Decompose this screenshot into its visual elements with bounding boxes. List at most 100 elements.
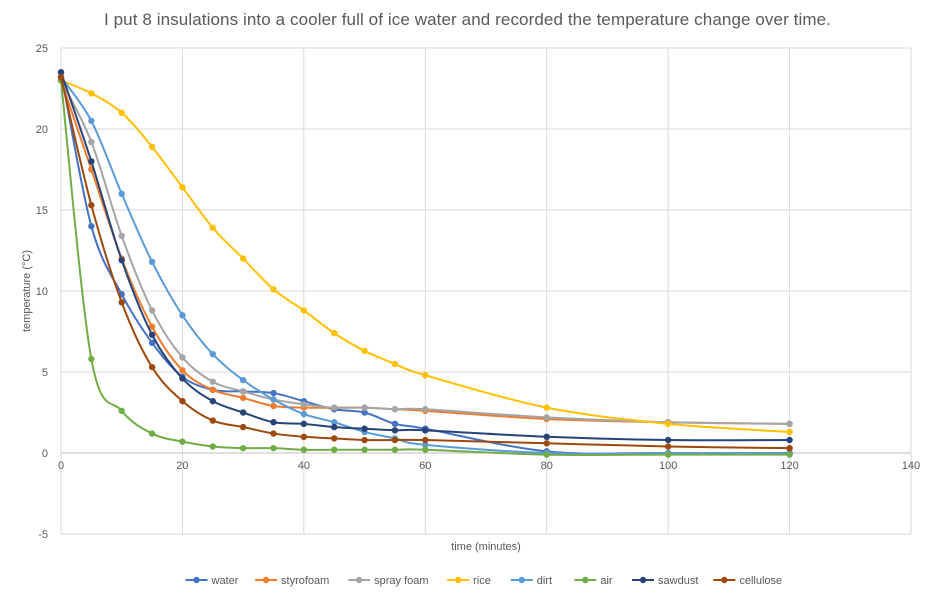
data-point-spray-foam [543, 414, 550, 421]
legend-marker [193, 576, 200, 584]
data-point-cellulose [118, 299, 125, 306]
data-point-air [786, 451, 793, 458]
data-point-air [331, 446, 338, 453]
data-point-sawdust [88, 158, 95, 165]
data-point-rice [543, 404, 550, 411]
data-point-air [543, 451, 550, 458]
legend-label: styrofoam [281, 575, 329, 587]
y-tick-label: 25 [36, 43, 48, 55]
data-point-air [88, 355, 95, 363]
data-point-cellulose [270, 430, 277, 437]
data-point-rice [331, 329, 338, 337]
x-tick-label: 140 [902, 460, 920, 472]
data-point-cellulose [391, 436, 399, 444]
data-point-sawdust [209, 397, 216, 405]
data-point-spray-foam [148, 307, 156, 314]
data-point-sawdust [148, 331, 156, 338]
data-point-sawdust [422, 427, 429, 434]
data-point-styrofoam [270, 402, 277, 410]
data-point-rice [361, 347, 368, 355]
data-point-cellulose [422, 436, 429, 444]
y-tick-label: -5 [38, 529, 48, 541]
data-point-spray-foam [179, 354, 186, 361]
data-point-dirt [179, 312, 186, 319]
data-point-water [361, 409, 368, 416]
data-point-dirt [209, 350, 216, 358]
x-tick-label: 20 [176, 460, 188, 472]
x-tick-label: 80 [541, 460, 553, 472]
data-point-rice [786, 428, 793, 436]
data-point-spray-foam [118, 232, 125, 240]
y-tick-label: 15 [36, 205, 48, 217]
data-point-rice [422, 372, 429, 379]
data-point-air [148, 430, 156, 437]
legend-label: spray foam [374, 575, 428, 587]
data-point-styrofoam [148, 323, 156, 330]
data-point-dirt [300, 410, 308, 418]
data-point-cellulose [664, 443, 672, 450]
data-point-air [391, 446, 399, 453]
data-point-spray-foam [239, 388, 247, 395]
legend-label: cellulose [739, 575, 782, 587]
data-point-dirt [88, 117, 95, 125]
data-point-styrofoam [179, 367, 186, 374]
data-point-sawdust [331, 423, 338, 431]
data-point-cellulose [543, 440, 550, 447]
legend-label: sawdust [658, 575, 698, 587]
data-point-rice [179, 184, 186, 191]
data-point-cellulose [57, 73, 65, 81]
data-point-air [270, 444, 277, 452]
series-lines [57, 69, 793, 458]
legend-marker [262, 576, 270, 584]
y-tick-label: 20 [36, 124, 48, 136]
data-point-dirt [239, 376, 247, 384]
data-point-cellulose [239, 423, 247, 431]
y-axis-title: temperature (°C) [21, 250, 33, 332]
data-point-sawdust [57, 69, 65, 76]
x-tick-label: 60 [419, 460, 431, 472]
legend-item-styrofoam[interactable]: styrofoam [255, 575, 329, 587]
legend-item-water[interactable]: water [185, 575, 239, 587]
data-point-sawdust [543, 433, 550, 440]
legend-label: rice [473, 575, 491, 587]
data-point-dirt [148, 258, 156, 266]
data-point-cellulose [786, 444, 793, 452]
legend-label: dirt [537, 575, 552, 587]
data-point-spray-foam [786, 420, 793, 428]
data-point-spray-foam [361, 404, 368, 411]
series-sawdust [57, 69, 793, 444]
data-point-air [209, 443, 216, 450]
data-point-air [179, 438, 186, 445]
data-point-sawdust [239, 409, 247, 416]
legend-item-air[interactable]: air [574, 575, 613, 587]
data-point-air [239, 444, 247, 452]
legend-item-sawdust[interactable]: sawdust [632, 575, 698, 587]
data-point-spray-foam [331, 404, 338, 411]
series-rice [57, 77, 793, 436]
data-point-rice [270, 286, 277, 293]
data-point-dirt [270, 396, 277, 403]
data-point-dirt [422, 441, 429, 449]
data-point-sawdust [361, 425, 368, 432]
data-point-rice [664, 420, 672, 428]
data-point-spray-foam [422, 406, 429, 413]
data-point-sawdust [786, 436, 793, 444]
data-point-water [391, 420, 399, 428]
legend-item-dirt[interactable]: dirt [510, 575, 552, 587]
data-point-rice [391, 360, 399, 368]
legend-item-rice[interactable]: rice [447, 575, 491, 587]
legend-marker [518, 576, 525, 584]
data-point-sawdust [118, 257, 125, 264]
x-tick-label: 0 [58, 460, 64, 472]
legend-item-spray-foam[interactable]: spray foam [348, 575, 429, 587]
y-tick-label: 10 [36, 286, 48, 298]
data-point-rice [239, 255, 247, 262]
data-point-air [361, 446, 368, 453]
data-point-sawdust [270, 419, 277, 426]
data-point-cellulose [179, 397, 186, 405]
data-point-water [148, 339, 156, 347]
data-point-spray-foam [391, 406, 399, 413]
legend[interactable]: water styrofoam spray foam rice dirt air sawdu… [185, 575, 783, 587]
legend-item-cellulose[interactable]: cellulose [713, 575, 782, 587]
